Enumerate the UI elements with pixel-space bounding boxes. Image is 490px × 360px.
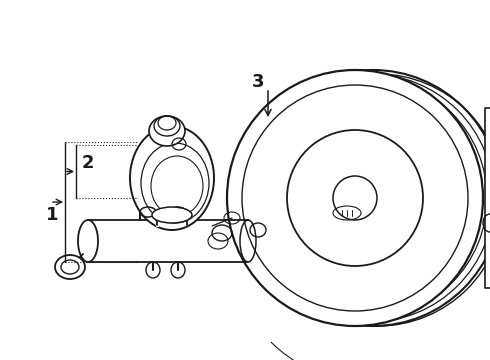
Ellipse shape: [78, 220, 98, 262]
Text: 1: 1: [46, 206, 58, 224]
Ellipse shape: [130, 126, 214, 230]
Ellipse shape: [152, 207, 192, 223]
Text: 2: 2: [82, 154, 94, 172]
Ellipse shape: [287, 130, 423, 266]
Ellipse shape: [149, 116, 185, 146]
Ellipse shape: [55, 255, 85, 279]
Ellipse shape: [227, 70, 483, 326]
Text: 3: 3: [252, 73, 264, 91]
